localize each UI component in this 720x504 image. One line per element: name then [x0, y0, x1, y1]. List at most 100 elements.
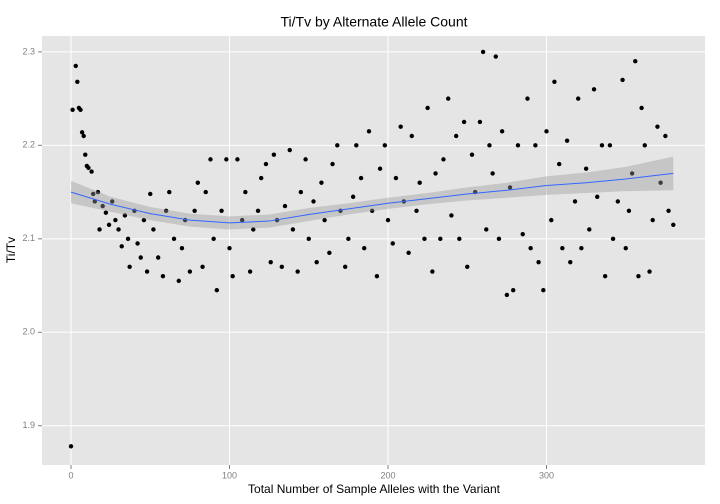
point	[230, 274, 235, 279]
point	[224, 157, 229, 162]
point	[271, 152, 277, 157]
point	[499, 129, 505, 134]
point	[493, 54, 498, 59]
point	[520, 231, 525, 237]
point	[81, 133, 86, 139]
point	[192, 208, 197, 213]
point	[106, 222, 112, 227]
point	[255, 208, 261, 213]
point	[179, 245, 185, 251]
point	[151, 227, 156, 232]
point	[430, 269, 435, 274]
point	[599, 143, 605, 148]
point	[366, 129, 372, 134]
point	[75, 79, 80, 84]
point	[480, 49, 486, 55]
y-tick-label: 2.3	[22, 46, 35, 56]
point	[287, 147, 292, 153]
point	[155, 255, 161, 260]
point	[268, 259, 273, 265]
x-tick-label: 200	[380, 470, 395, 480]
point	[449, 213, 454, 218]
point	[433, 171, 438, 176]
point	[95, 189, 101, 195]
y-tick-label: 1.9	[22, 420, 35, 430]
point	[414, 208, 419, 213]
point	[335, 143, 340, 148]
point	[195, 180, 201, 185]
point	[116, 227, 121, 232]
point	[239, 217, 245, 223]
point	[504, 292, 510, 298]
y-tick-label: 2.1	[22, 233, 35, 243]
point	[200, 264, 205, 270]
point	[279, 264, 285, 270]
point	[642, 143, 647, 148]
point	[141, 217, 147, 223]
point	[544, 129, 549, 134]
point	[100, 203, 105, 209]
point	[135, 241, 140, 246]
point	[83, 152, 88, 157]
point	[515, 143, 521, 148]
point	[595, 194, 600, 199]
point	[568, 259, 573, 265]
point	[290, 227, 296, 232]
point	[626, 208, 632, 213]
point	[350, 194, 356, 199]
point	[623, 245, 628, 251]
point	[620, 77, 625, 83]
point	[138, 255, 143, 260]
point	[89, 169, 94, 174]
point	[390, 241, 395, 246]
plot-panel	[42, 36, 705, 465]
point	[214, 288, 220, 293]
point	[556, 161, 562, 167]
point	[73, 63, 78, 69]
plot-layer: 1.9 2.0 2.1 2.2 2.3 0 100 200 300	[22, 36, 705, 480]
point	[97, 227, 102, 232]
point	[79, 130, 85, 135]
point	[235, 157, 240, 162]
point	[629, 171, 635, 176]
point	[127, 264, 132, 270]
point	[259, 175, 264, 181]
point	[219, 208, 224, 213]
point	[650, 217, 655, 223]
point	[579, 245, 584, 251]
point	[92, 199, 97, 204]
point	[187, 269, 193, 274]
point	[103, 210, 109, 215]
point	[354, 143, 359, 148]
point	[90, 191, 96, 197]
point	[243, 189, 248, 195]
point	[298, 189, 304, 195]
point	[457, 236, 462, 242]
point	[68, 444, 74, 449]
point	[533, 143, 538, 148]
point	[282, 203, 288, 209]
point	[171, 236, 177, 242]
point	[311, 199, 316, 204]
point	[377, 166, 383, 171]
point	[576, 96, 581, 101]
point	[564, 138, 570, 143]
x-axis-label: Total Number of Sample Alleles with the …	[248, 482, 501, 496]
point	[438, 236, 443, 242]
point	[122, 213, 128, 218]
point	[125, 236, 131, 242]
point	[647, 269, 652, 274]
point	[560, 245, 565, 251]
point	[385, 217, 391, 223]
point	[70, 107, 75, 113]
point	[176, 278, 181, 284]
point	[477, 119, 483, 125]
point	[549, 217, 554, 223]
point	[465, 264, 470, 270]
point	[343, 264, 348, 270]
point	[666, 208, 671, 213]
point	[78, 107, 83, 113]
point	[160, 274, 166, 279]
point	[295, 269, 300, 274]
